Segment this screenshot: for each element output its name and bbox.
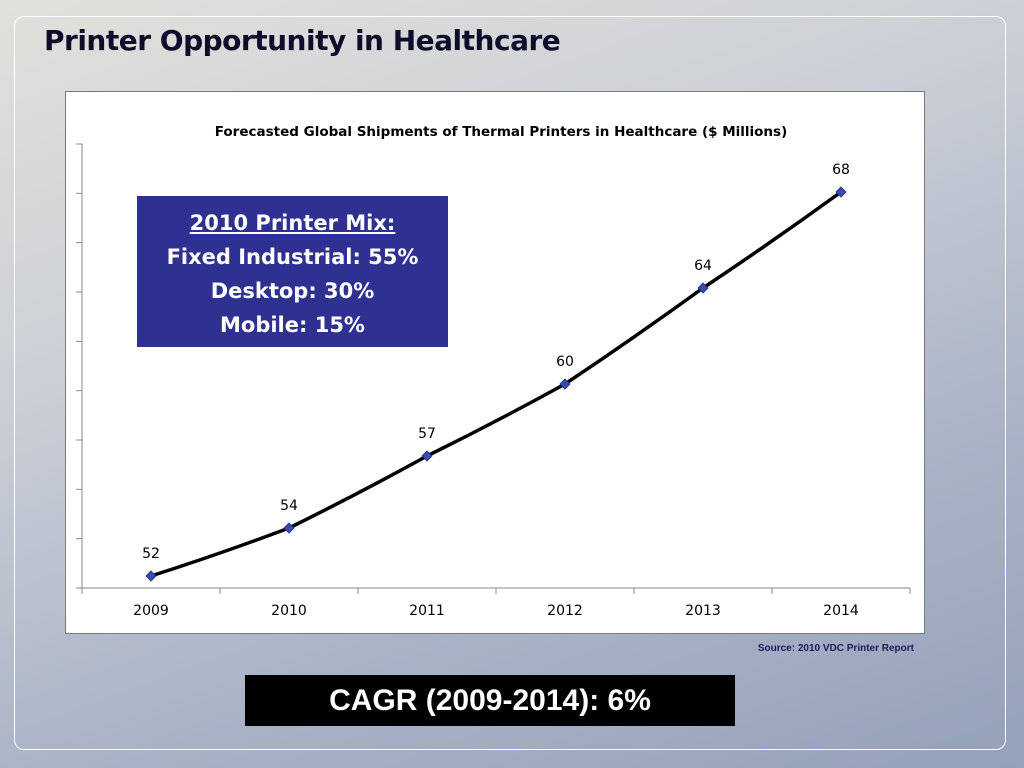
x-tick-label: 2013: [685, 603, 721, 619]
slide-frame: [14, 16, 1006, 750]
x-axis-ticks: 2009 2010 2011 2012 2013 2014: [81, 588, 911, 619]
data-label: 57: [418, 426, 436, 442]
printer-mix-line-desktop: Desktop: 30%: [210, 279, 375, 303]
slide-title: Printer Opportunity in Healthcare: [44, 24, 561, 57]
chart-title: Forecasted Global Shipments of Thermal P…: [215, 124, 788, 140]
data-point-marker: [421, 450, 433, 462]
cagr-banner: CAGR (2009-2014): 6%: [245, 675, 735, 726]
data-point-marker: [559, 378, 571, 390]
x-tick-label: 2010: [271, 603, 307, 619]
x-tick-label: 2012: [547, 603, 583, 619]
chart-series: 52 54 57 60 64 68: [142, 162, 850, 582]
data-point-marker: [145, 570, 157, 582]
printer-mix-line-fixed: Fixed Industrial: 55%: [166, 245, 419, 269]
data-label: 54: [280, 498, 298, 514]
data-label: 68: [832, 162, 850, 178]
data-point-marker: [283, 522, 295, 534]
chart-container: Forecasted Global Shipments of Thermal P…: [65, 91, 925, 634]
x-tick-label: 2014: [823, 603, 859, 619]
series-line: [150, 190, 843, 578]
x-tick-label: 2011: [409, 603, 445, 619]
data-label: 52: [142, 546, 160, 562]
x-tick-label: 2009: [133, 603, 169, 619]
printer-mix-line-mobile: Mobile: 15%: [220, 313, 365, 337]
line-chart: Forecasted Global Shipments of Thermal P…: [76, 124, 911, 619]
data-label: 64: [694, 258, 712, 274]
data-point-marker: [697, 282, 709, 294]
printer-mix-title: 2010 Printer Mix:: [189, 211, 396, 235]
data-point-marker: [835, 186, 847, 198]
printer-mix-box: 2010 Printer Mix: Fixed Industrial: 55% …: [137, 196, 448, 347]
source-note: Source: 2010 VDC Printer Report: [757, 643, 914, 654]
data-label: 60: [556, 354, 574, 370]
